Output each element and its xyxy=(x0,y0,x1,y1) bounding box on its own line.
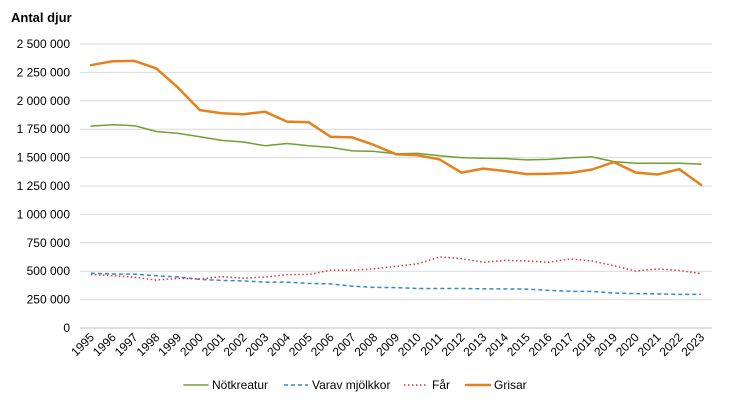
y-tick-label: 0 xyxy=(63,321,70,335)
x-tick-label: 1998 xyxy=(134,330,163,359)
legend: Nötkreatur Varav mjölkkor Får Grisar xyxy=(183,378,527,392)
y-tick-label: 1 500 000 xyxy=(17,151,71,165)
legend-label: Varav mjölkkor xyxy=(312,378,390,392)
series-lines xyxy=(89,59,703,296)
x-tick-label: 2023 xyxy=(678,330,707,359)
x-tick-label: 2012 xyxy=(439,330,468,359)
y-tick-label: 750 000 xyxy=(27,236,71,250)
x-tick-label: 2019 xyxy=(591,330,620,359)
x-tick-label: 2003 xyxy=(243,330,272,359)
x-tick-label: 2008 xyxy=(352,330,381,359)
x-tick-label: 2006 xyxy=(308,330,337,359)
y-tick-label: 1 250 000 xyxy=(17,179,71,193)
x-tick-label: 2022 xyxy=(657,330,686,359)
y-tick-label: 2 500 000 xyxy=(17,37,71,51)
x-tick-label: 2021 xyxy=(635,330,664,359)
x-tick-label: 2015 xyxy=(504,330,533,359)
x-tick-label: 2014 xyxy=(482,330,511,359)
y-axis-label: Antal djur xyxy=(11,10,72,25)
x-tick-label: 2018 xyxy=(569,330,598,359)
y-tick-label: 500 000 xyxy=(27,264,71,278)
legend-label: Nötkreatur xyxy=(212,378,268,392)
x-tick-label: 1996 xyxy=(90,330,119,359)
x-tick-label: 2013 xyxy=(461,330,490,359)
y-tick-label: 2 000 000 xyxy=(17,94,71,108)
x-tick-label: 2002 xyxy=(221,330,250,359)
x-tick-label: 1999 xyxy=(155,330,184,359)
x-tick-labels: 1995199619971998199920002001200220032004… xyxy=(68,330,707,359)
x-tick-label: 2010 xyxy=(395,330,424,359)
y-tick-label: 1 000 000 xyxy=(17,207,71,221)
series-line-varav-mjolkkor xyxy=(90,272,702,296)
x-tick-label: 2017 xyxy=(548,330,577,359)
x-tick-label: 2016 xyxy=(526,330,555,359)
x-tick-label: 2004 xyxy=(264,330,293,359)
series-line-grisar xyxy=(89,59,703,187)
legend-label: Grisar xyxy=(494,378,527,392)
x-tick-label: 2020 xyxy=(613,330,642,359)
x-tick-label: 2000 xyxy=(177,330,206,359)
y-tick-label: 2 250 000 xyxy=(17,65,71,79)
legend-label: Får xyxy=(432,378,450,392)
x-tick-label: 1995 xyxy=(68,330,97,359)
x-tick-label: 1997 xyxy=(112,330,141,359)
series-line-far xyxy=(90,256,702,281)
series-line-notkreatur xyxy=(90,123,702,165)
y-tick-label: 1 750 000 xyxy=(17,122,71,136)
x-tick-label: 2001 xyxy=(199,330,228,359)
x-tick-label: 2007 xyxy=(330,330,359,359)
y-tick-label: 250 000 xyxy=(27,293,71,307)
gridlines xyxy=(80,43,712,329)
y-tick-labels: 0 250 000 500 000 750 000 1 000 000 1 250 000… xyxy=(17,37,71,335)
x-tick-label: 2009 xyxy=(373,330,402,359)
x-tick-label: 2011 xyxy=(418,330,446,358)
x-tick-label: 2005 xyxy=(286,330,315,359)
